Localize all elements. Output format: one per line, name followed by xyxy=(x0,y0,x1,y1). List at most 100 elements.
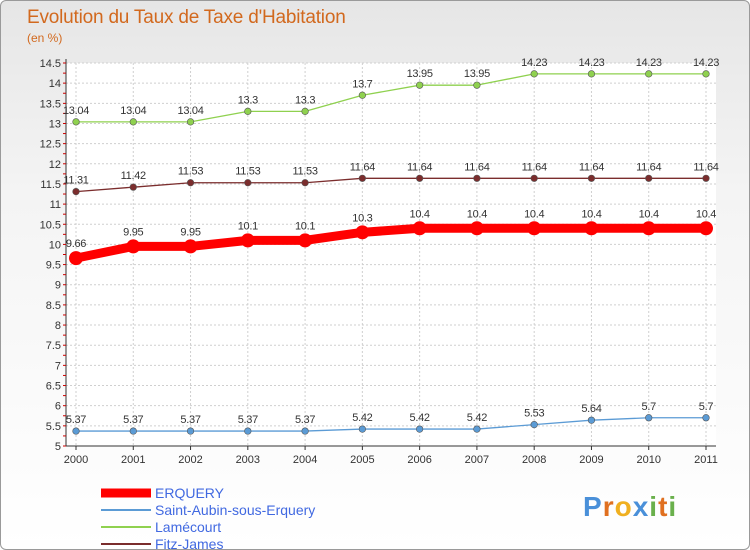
proxiti-logo: Proxiti xyxy=(583,491,678,522)
legend-label: ERQUERY xyxy=(155,485,225,501)
data-point xyxy=(412,221,427,236)
y-tick-label: 7 xyxy=(55,360,61,372)
data-label: 5.37 xyxy=(123,414,143,426)
series-line-3 xyxy=(75,177,706,193)
data-point xyxy=(240,233,255,248)
data-point xyxy=(358,91,366,99)
data-label: 14.23 xyxy=(578,57,604,69)
data-point xyxy=(186,427,195,435)
x-tick-label: 2006 xyxy=(407,454,431,466)
data-label: 9.95 xyxy=(180,226,200,238)
data-point xyxy=(641,221,656,236)
data-point xyxy=(702,70,710,78)
data-label: 11.31 xyxy=(63,175,88,187)
data-label: 11.64 xyxy=(579,161,604,173)
data-point xyxy=(699,221,713,236)
data-point xyxy=(473,174,481,182)
data-point xyxy=(473,425,481,433)
y-tick-label: 8 xyxy=(55,320,61,332)
data-point xyxy=(126,239,141,254)
legend-label: Lamécourt xyxy=(155,519,221,535)
data-label: 5.42 xyxy=(352,412,372,424)
data-label: 13.3 xyxy=(238,94,258,106)
data-point xyxy=(129,183,137,191)
data-label: 5.37 xyxy=(238,414,258,426)
chart-title: Evolution du Taux de Taxe d'Habitation xyxy=(27,7,346,28)
legend-label: Fitz-James xyxy=(155,536,223,550)
data-label: 5.42 xyxy=(410,412,430,424)
data-label: 13.04 xyxy=(178,105,204,117)
data-label: 10.1 xyxy=(295,220,315,232)
data-label: 11.42 xyxy=(121,170,146,182)
series-line-0 xyxy=(75,223,706,263)
x-tick-label: 2003 xyxy=(236,454,260,466)
y-tick-label: 5 xyxy=(55,441,61,453)
data-point xyxy=(301,107,309,115)
data-point xyxy=(469,221,484,236)
data-label: 14.23 xyxy=(693,57,719,69)
y-tick-label: 10 xyxy=(49,239,61,251)
chart-subtitle: (en %) xyxy=(27,31,63,45)
data-label: 11.64 xyxy=(350,161,375,173)
data-label: 11.64 xyxy=(407,161,432,173)
data-point xyxy=(416,174,424,182)
data-point xyxy=(186,118,195,126)
data-point xyxy=(416,425,424,433)
data-label: 10.4 xyxy=(410,208,430,220)
data-point xyxy=(587,174,596,182)
data-point xyxy=(129,118,137,126)
y-tick-label: 6.5 xyxy=(46,381,61,393)
data-label: 11.53 xyxy=(235,166,260,178)
data-point xyxy=(587,70,596,78)
data-point xyxy=(358,425,366,433)
x-tick-label: 2008 xyxy=(522,454,546,466)
data-point xyxy=(530,174,538,182)
data-label: 5.37 xyxy=(180,414,200,426)
data-label: 13.04 xyxy=(63,105,89,117)
data-point xyxy=(587,416,596,424)
data-point xyxy=(530,70,538,78)
legend-label: Saint-Aubin-sous-Erquery xyxy=(155,502,315,518)
data-point xyxy=(244,179,252,187)
data-point xyxy=(298,233,313,248)
data-label: 9.95 xyxy=(123,226,143,238)
y-tick-label: 12.5 xyxy=(40,139,61,151)
data-point xyxy=(358,174,366,182)
data-point xyxy=(416,81,424,89)
data-point xyxy=(72,427,80,435)
data-point xyxy=(645,70,653,78)
data-point xyxy=(645,414,653,422)
data-label: 13.3 xyxy=(295,94,315,106)
data-point xyxy=(355,225,370,240)
data-label: 5.7 xyxy=(642,401,657,413)
data-point xyxy=(301,427,309,435)
data-label: 5.64 xyxy=(581,403,601,415)
data-point xyxy=(584,221,599,236)
data-point xyxy=(244,427,252,435)
data-label: 11.53 xyxy=(292,166,317,178)
data-point xyxy=(72,118,80,126)
x-tick-label: 2001 xyxy=(121,454,145,466)
data-label: 5.37 xyxy=(295,414,315,426)
data-point xyxy=(702,414,710,422)
data-point xyxy=(473,81,481,89)
y-tick-label: 13.5 xyxy=(40,98,61,110)
data-label: 10.3 xyxy=(352,212,372,224)
y-tick-label: 9 xyxy=(55,280,61,292)
data-label: 13.7 xyxy=(352,78,372,90)
data-point xyxy=(244,107,252,115)
y-tick-label: 14.5 xyxy=(40,58,61,70)
data-label: 14.23 xyxy=(636,57,662,69)
y-tick-label: 14 xyxy=(49,78,61,90)
y-tick-label: 8.5 xyxy=(46,300,61,312)
data-label: 13.95 xyxy=(464,68,490,80)
y-tick-label: 9.5 xyxy=(46,260,61,272)
data-point xyxy=(301,179,309,187)
x-tick-label: 2004 xyxy=(293,454,317,466)
y-tick-label: 12 xyxy=(49,159,61,171)
x-tick-label: 2007 xyxy=(465,454,489,466)
data-point xyxy=(702,174,710,182)
x-tick-label: 2000 xyxy=(64,454,88,466)
